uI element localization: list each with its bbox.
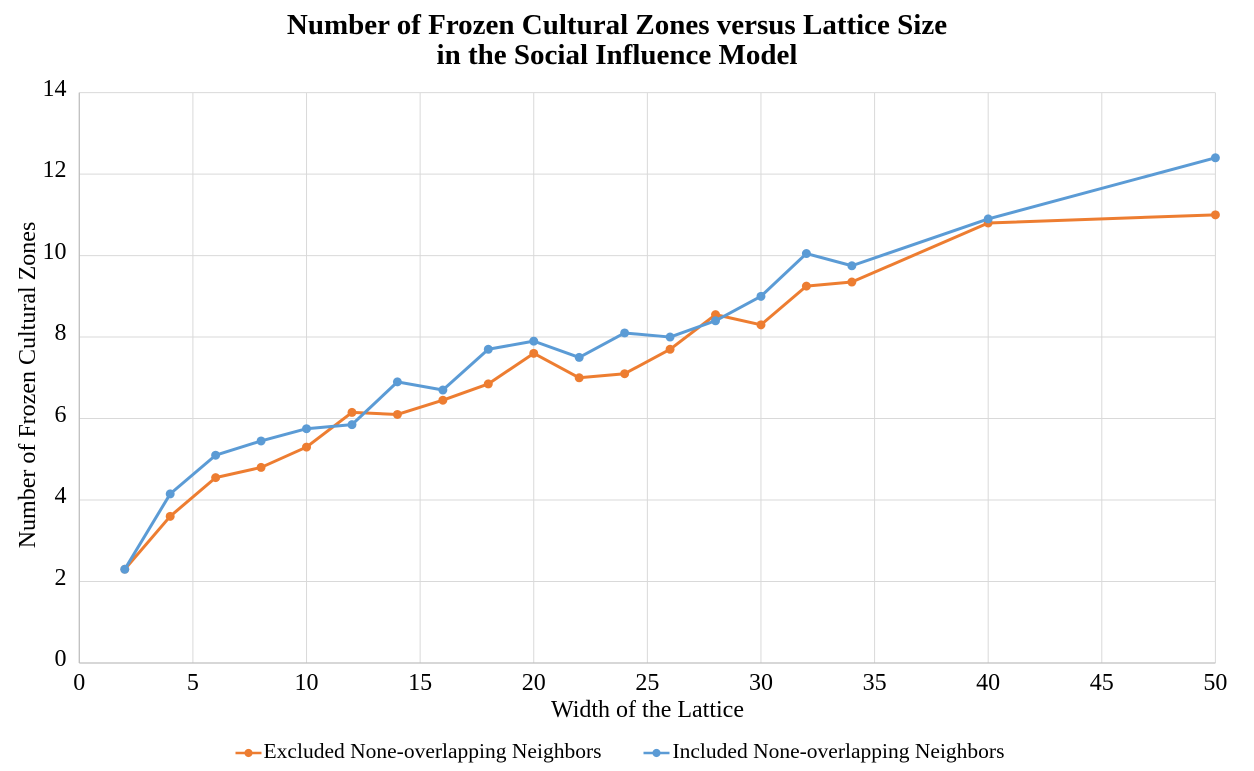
marker-s1-x10: [302, 424, 312, 434]
marker-s1-x24: [620, 328, 630, 338]
x-tick-label-50: 50: [1203, 670, 1228, 697]
y-axis-title: Number of Frozen Cultural Zones: [14, 221, 41, 549]
marker-s0-x14: [392, 409, 402, 419]
marker-s0-x34: [847, 277, 857, 287]
marker-s1-x34: [847, 261, 857, 271]
chart-title-line-1: Number of Frozen Cultural Zones versus L…: [286, 9, 948, 41]
marker-s0-x20: [529, 348, 539, 358]
y-tick-label-12: 12: [42, 157, 67, 184]
x-axis-title: Width of the Lattice: [551, 697, 744, 723]
y-tick-label-2: 2: [54, 564, 67, 591]
chart-title-line-2: in the Social Influence Model: [436, 39, 798, 71]
chart-title: Number of Frozen Cultural Zones versus L…: [0, 10, 1244, 70]
legend-item-included[interactable]: Included None-overlapping Neighbors: [643, 740, 1004, 763]
y-tick-label-10: 10: [42, 238, 67, 265]
marker-s1-x8: [256, 436, 266, 446]
marker-s0-x6: [211, 473, 221, 483]
marker-s0-x18: [483, 379, 493, 389]
y-tick-label-14: 14: [42, 75, 67, 102]
marker-s1-x12: [347, 420, 357, 430]
marker-s1-x40: [983, 214, 993, 224]
marker-s1-x32: [801, 249, 811, 259]
y-tick-label-6: 6: [54, 401, 67, 428]
marker-s0-x4: [165, 511, 175, 521]
legend: Excluded None-overlapping Neighbors Incl…: [0, 740, 1247, 763]
marker-s0-x30: [756, 320, 766, 330]
marker-s0-x8: [256, 462, 266, 472]
y-tick-label-8: 8: [54, 320, 67, 347]
x-tick-label-40: 40: [976, 670, 1001, 697]
y-tick-label-4: 4: [54, 483, 67, 510]
marker-s1-x26: [665, 332, 675, 342]
legend-item-excluded[interactable]: Excluded None-overlapping Neighbors: [235, 739, 602, 763]
legend-label-included: Included None-overlapping Neighbors: [672, 739, 1005, 763]
x-tick-label-15: 15: [408, 670, 433, 697]
marker-s1-x18: [483, 344, 493, 354]
x-tick-label-0: 0: [73, 670, 86, 697]
marker-s1-x28: [711, 316, 721, 326]
marker-s1-x4: [165, 489, 175, 499]
legend-marker-included-icon: [643, 748, 670, 758]
legend-label-excluded: Excluded None-overlapping Neighbors: [263, 739, 602, 763]
x-tick-label-25: 25: [635, 670, 660, 697]
marker-s0-x24: [620, 369, 630, 379]
x-tick-label-35: 35: [862, 670, 887, 697]
marker-s0-x22: [574, 373, 584, 383]
x-tick-label-20: 20: [521, 670, 546, 697]
marker-s1-x20: [529, 336, 539, 346]
marker-s0-x16: [438, 395, 448, 405]
marker-s0-x10: [302, 442, 312, 452]
marker-s1-x14: [392, 377, 402, 387]
marker-s0-x26: [665, 344, 675, 354]
marker-s0-x50: [1210, 210, 1220, 220]
marker-s1-x6: [211, 450, 221, 460]
y-tick-label-0: 0: [54, 646, 67, 673]
x-tick-label-10: 10: [294, 670, 319, 697]
legend-marker-excluded-icon: [235, 748, 262, 758]
x-tick-label-5: 5: [186, 670, 199, 697]
marker-s1-x50: [1210, 153, 1220, 163]
x-tick-label-30: 30: [748, 670, 773, 697]
marker-s0-x32: [801, 281, 811, 291]
marker-s0-x12: [347, 407, 357, 417]
series-line-0: [123, 213, 1217, 571]
marker-s1-x16: [438, 385, 448, 395]
marker-s1-x30: [756, 291, 766, 301]
marker-s1-x2: [120, 564, 130, 574]
marker-s1-x22: [574, 352, 584, 362]
x-tick-label-45: 45: [1089, 670, 1114, 697]
